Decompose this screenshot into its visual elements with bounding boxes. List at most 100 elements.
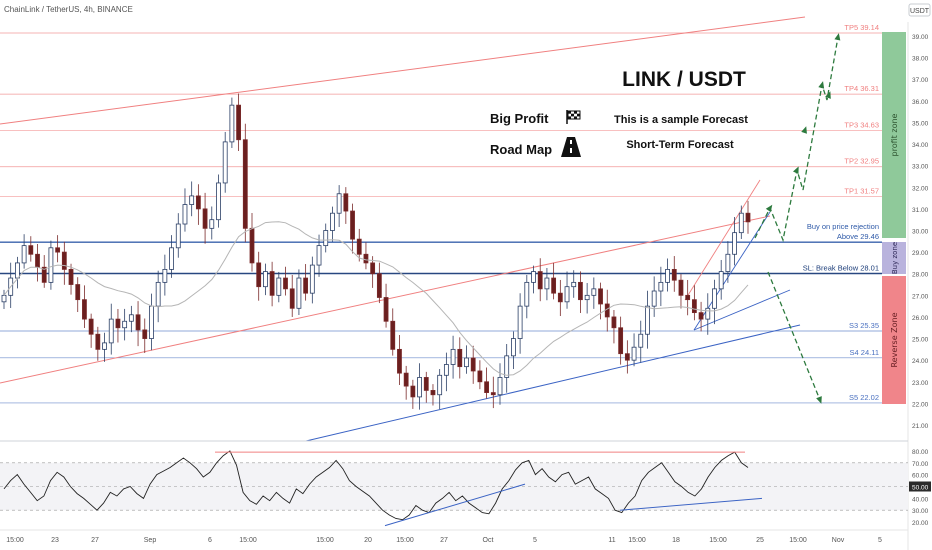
candle-body xyxy=(484,381,489,393)
candle-body xyxy=(229,104,235,143)
big-profit-label: Big Profit xyxy=(490,111,549,126)
time-tick-label: 15:00 xyxy=(709,537,727,544)
price-tick-label: 34.00 xyxy=(912,142,929,149)
candle-body xyxy=(162,268,168,283)
candle-body xyxy=(665,268,670,283)
candle-body xyxy=(175,223,181,249)
candle-body xyxy=(182,204,188,225)
candle-body xyxy=(732,232,737,255)
rsi-tick-label: 80.00 xyxy=(912,449,929,456)
time-tick-label: 15:00 xyxy=(239,537,257,544)
candle-body xyxy=(336,193,342,214)
candle-body xyxy=(21,245,27,264)
candle-body xyxy=(88,318,94,335)
candle-body xyxy=(524,281,530,307)
candle-body xyxy=(470,357,476,372)
time-tick-label: 15:00 xyxy=(316,537,334,544)
price-tick-label: 33.00 xyxy=(912,164,929,171)
candle-body xyxy=(430,390,436,396)
level-label-sl: SL: Break Below 28.01 xyxy=(803,264,879,273)
candle-body xyxy=(584,294,590,301)
candle-body xyxy=(350,210,355,240)
moving-average-line xyxy=(3,221,749,376)
candle-body xyxy=(296,277,302,309)
time-tick-label: 20 xyxy=(364,537,372,544)
price-tick-label: 36.00 xyxy=(912,99,929,106)
level-label-tp2: TP2 32.95 xyxy=(844,157,879,166)
candle-body xyxy=(309,264,315,294)
currency-badge[interactable] xyxy=(908,3,931,17)
time-axis[interactable]: 15:00 23 27 Sep 6 15:00 15:00 20 15:00 27 Oct 5 11 15… xyxy=(6,537,882,544)
time-tick-label: 15:00 xyxy=(6,537,24,544)
reverse-zone xyxy=(882,276,906,404)
candle-body xyxy=(403,372,409,387)
price-tick-label: 29.00 xyxy=(912,250,929,257)
forecast-arrowhead-down xyxy=(816,396,822,404)
candle-body xyxy=(725,253,731,272)
time-tick-label: 15:00 xyxy=(396,537,414,544)
price-tick-label: 38.00 xyxy=(912,56,929,63)
time-tick-label: 18 xyxy=(672,537,680,544)
candle-body xyxy=(135,314,141,331)
price-tick-label: 23.00 xyxy=(912,380,929,387)
forecast-down-path xyxy=(767,271,821,401)
candle-body xyxy=(557,292,563,303)
rsi-tick-label: 70.00 xyxy=(912,461,929,468)
candle-body xyxy=(363,253,369,264)
price-tick-label: 37.00 xyxy=(912,77,929,84)
candle-body xyxy=(276,277,282,296)
candle-body xyxy=(511,338,516,357)
rsi-band xyxy=(0,462,908,511)
support-line-short xyxy=(693,289,791,331)
candle-body xyxy=(48,247,54,283)
time-tick-label: Nov xyxy=(832,537,845,544)
candle-body xyxy=(423,377,429,391)
candlesticks xyxy=(1,93,751,410)
price-tick-label: 28.00 xyxy=(912,272,929,279)
channel-top-line xyxy=(0,16,806,125)
rsi-tick-label: 20.00 xyxy=(912,520,929,527)
level-label-s5: S5 22.02 xyxy=(849,393,879,402)
time-tick-label: 23 xyxy=(51,537,59,544)
rsi-support-line-1 xyxy=(384,483,526,527)
candle-body xyxy=(128,314,134,322)
chart-annotation-title: LINK / USDT xyxy=(622,68,746,91)
candle-body xyxy=(624,353,630,361)
candle-body xyxy=(102,342,107,350)
candle-body xyxy=(195,195,201,210)
level-note-buy: Buy on price rejection xyxy=(807,222,879,231)
candle-body xyxy=(671,268,677,281)
candle-body xyxy=(376,273,382,298)
candle-body xyxy=(222,141,228,184)
reverse-zone-label: Reverse Zone xyxy=(890,312,899,367)
forecast-arrowhead xyxy=(834,33,841,41)
candle-body xyxy=(464,357,469,368)
candle-body xyxy=(61,251,67,270)
price-tick-label: 31.00 xyxy=(912,207,929,214)
candle-body xyxy=(443,364,449,376)
candle-body xyxy=(242,139,248,229)
price-axis[interactable]: 21.00 22.00 23.00 24.00 25.00 26.00 27.00 28.00… xyxy=(912,34,929,430)
candle-body xyxy=(397,348,402,374)
candle-body xyxy=(571,281,577,288)
candle-body xyxy=(15,262,20,279)
candle-body xyxy=(303,277,309,294)
level-label-tp4: TP4 36.31 xyxy=(844,84,879,93)
short-term-label: Short-Term Forecast xyxy=(626,139,734,151)
price-tick-label: 32.00 xyxy=(912,185,929,192)
time-tick-label: Sep xyxy=(144,537,157,544)
candle-body xyxy=(1,294,7,303)
candle-body xyxy=(698,312,704,320)
level-label-buy: Above 29.46 xyxy=(837,232,879,241)
candle-body xyxy=(82,299,87,320)
candle-body xyxy=(678,279,684,296)
candle-body xyxy=(410,385,416,398)
candle-body xyxy=(370,262,376,275)
time-tick-label: 27 xyxy=(91,537,99,544)
price-tick-label: 24.00 xyxy=(912,358,929,365)
candle-body xyxy=(55,247,61,253)
buy-zone xyxy=(882,242,906,274)
candle-body xyxy=(738,212,744,234)
candle-body xyxy=(651,290,657,307)
